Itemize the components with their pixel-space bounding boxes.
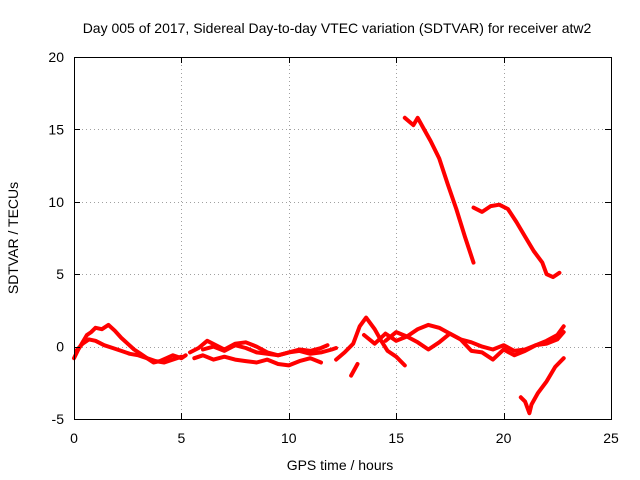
grid <box>74 57 611 419</box>
x-tick-label: 10 <box>281 430 297 446</box>
series-line-track-12 <box>518 356 566 416</box>
series-line-track-11 <box>471 202 562 280</box>
series-line-track-6 <box>334 315 407 368</box>
series-line-track-1 <box>72 322 188 365</box>
y-tick-label: -5 <box>52 411 65 427</box>
chart-title: Day 005 of 2017, Sidereal Day-to-day VTE… <box>83 20 592 36</box>
plot-frame <box>74 57 612 420</box>
x-tick-label: 15 <box>388 430 404 446</box>
data-series <box>72 115 566 416</box>
y-tick-label: 0 <box>56 339 64 355</box>
axis-ticks <box>74 57 612 420</box>
y-tick-label: 20 <box>48 49 64 65</box>
series-line-track-10 <box>402 115 476 265</box>
x-axis-label: GPS time / hours <box>287 457 394 473</box>
y-axis-label: SDTVAR / TECUs <box>5 182 21 294</box>
series-line-track-5 <box>200 343 339 358</box>
x-tick-label: 20 <box>496 430 512 446</box>
x-tick-label: 5 <box>178 430 186 446</box>
series-line-track-9 <box>383 330 566 362</box>
y-tick-labels: -5 0 5 10 15 20 <box>48 49 64 427</box>
x-tick-label: 0 <box>70 430 78 446</box>
series-line-track-7 <box>349 362 360 378</box>
series-line-track-2 <box>74 337 184 365</box>
y-tick-label: 15 <box>48 121 64 137</box>
x-tick-label: 25 <box>603 430 619 446</box>
x-tick-labels: 0 5 10 15 20 25 <box>70 430 619 446</box>
series-line-track-4 <box>192 353 323 368</box>
y-tick-label: 10 <box>48 194 64 210</box>
series-line-track-3 <box>188 338 330 358</box>
y-tick-label: 5 <box>56 266 64 282</box>
